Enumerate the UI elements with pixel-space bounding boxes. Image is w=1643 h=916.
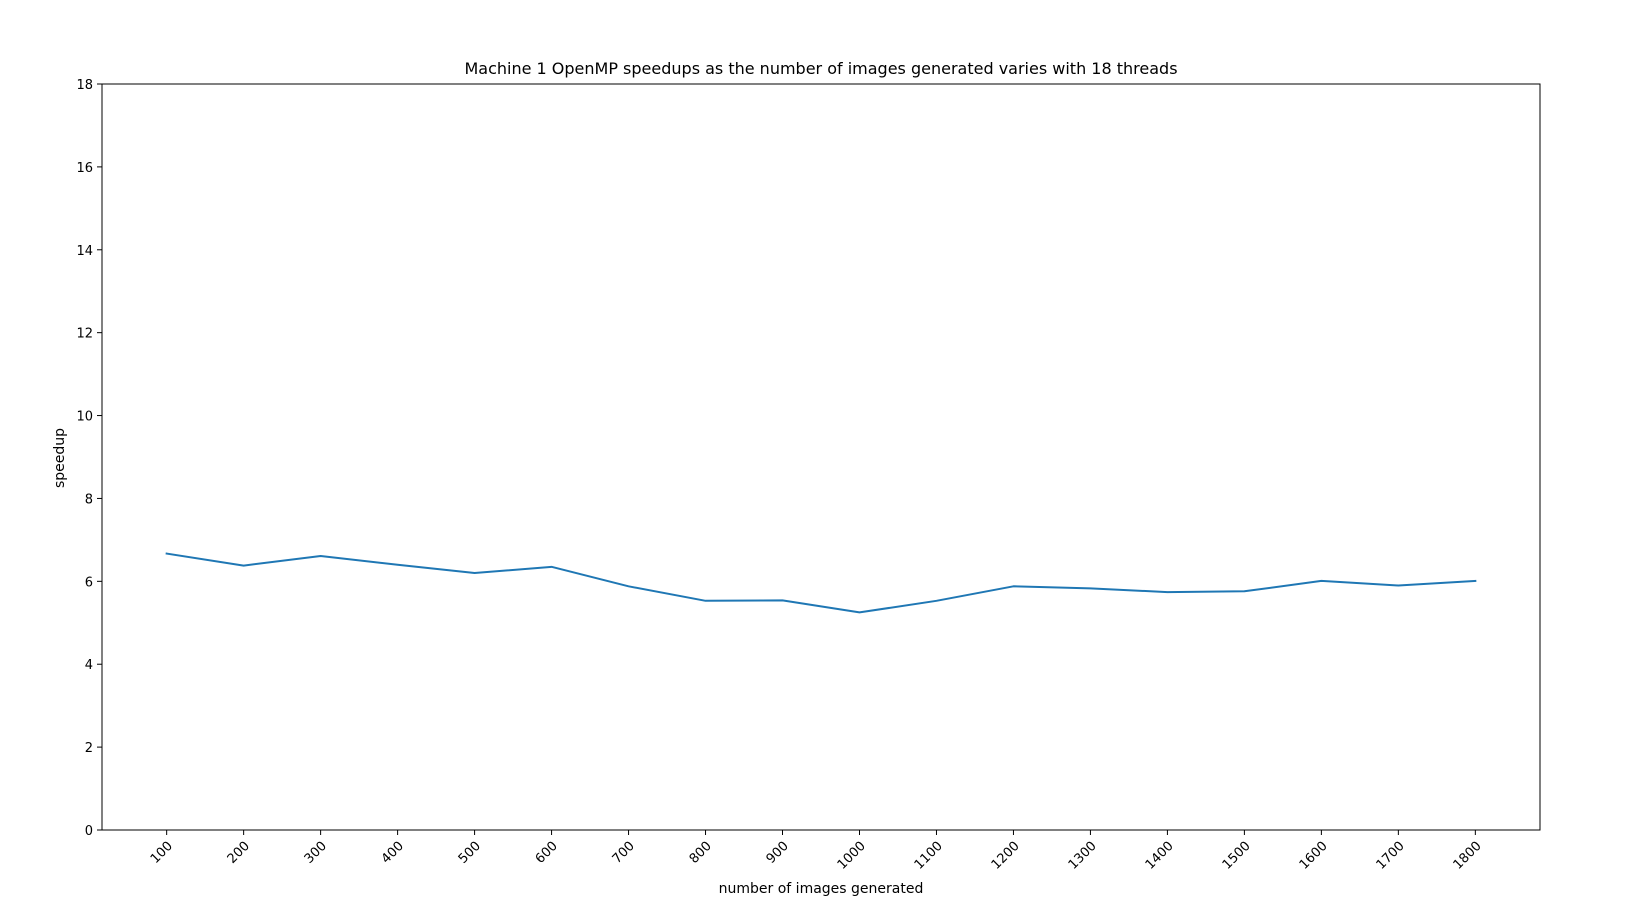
x-tick-label: 1400 xyxy=(1143,839,1177,873)
x-tick-label: 1700 xyxy=(1374,839,1408,873)
x-tick-label: 600 xyxy=(533,839,561,867)
x-tick-label: 1800 xyxy=(1451,839,1485,873)
y-tick-label: 14 xyxy=(76,244,93,259)
x-tick-label: 700 xyxy=(610,839,638,867)
y-tick-label: 18 xyxy=(76,78,93,93)
x-tick-label: 1200 xyxy=(989,839,1023,873)
y-tick-label: 16 xyxy=(76,161,93,176)
x-tick-label: 900 xyxy=(764,839,792,867)
y-tick-label: 0 xyxy=(85,824,93,839)
y-tick-label: 6 xyxy=(85,575,93,590)
y-axis-label: speedup xyxy=(52,428,68,488)
x-tick-label: 500 xyxy=(456,839,484,867)
x-tick-label: 800 xyxy=(687,839,715,867)
x-tick-label: 1000 xyxy=(835,839,869,873)
x-tick-label: 1300 xyxy=(1066,839,1100,873)
x-tick-label: 200 xyxy=(225,839,253,867)
plot-frame xyxy=(101,83,1541,831)
x-tick-label: 1500 xyxy=(1220,839,1254,873)
x-tick-label: 100 xyxy=(148,839,176,867)
y-tick-label: 4 xyxy=(85,658,93,673)
x-tick-label: 1100 xyxy=(912,839,946,873)
x-tick-label: 1600 xyxy=(1297,839,1331,873)
x-tick-label: 400 xyxy=(379,839,407,867)
y-tick-label: 8 xyxy=(85,492,93,507)
x-tick-label: 300 xyxy=(302,839,330,867)
chart-title: Machine 1 OpenMP speedups as the number … xyxy=(464,59,1177,78)
y-tick-label: 12 xyxy=(76,327,93,342)
series-line xyxy=(165,552,1477,614)
series-group xyxy=(165,552,1477,614)
x-axis-label: number of images generated xyxy=(719,881,924,897)
axes: 0 2 4 6 8 10 12 14 16 18 100 200 300 400 500 600 700 800 9… xyxy=(76,78,1541,873)
y-tick-label: 10 xyxy=(76,410,93,425)
y-tick-label: 2 xyxy=(85,741,93,756)
